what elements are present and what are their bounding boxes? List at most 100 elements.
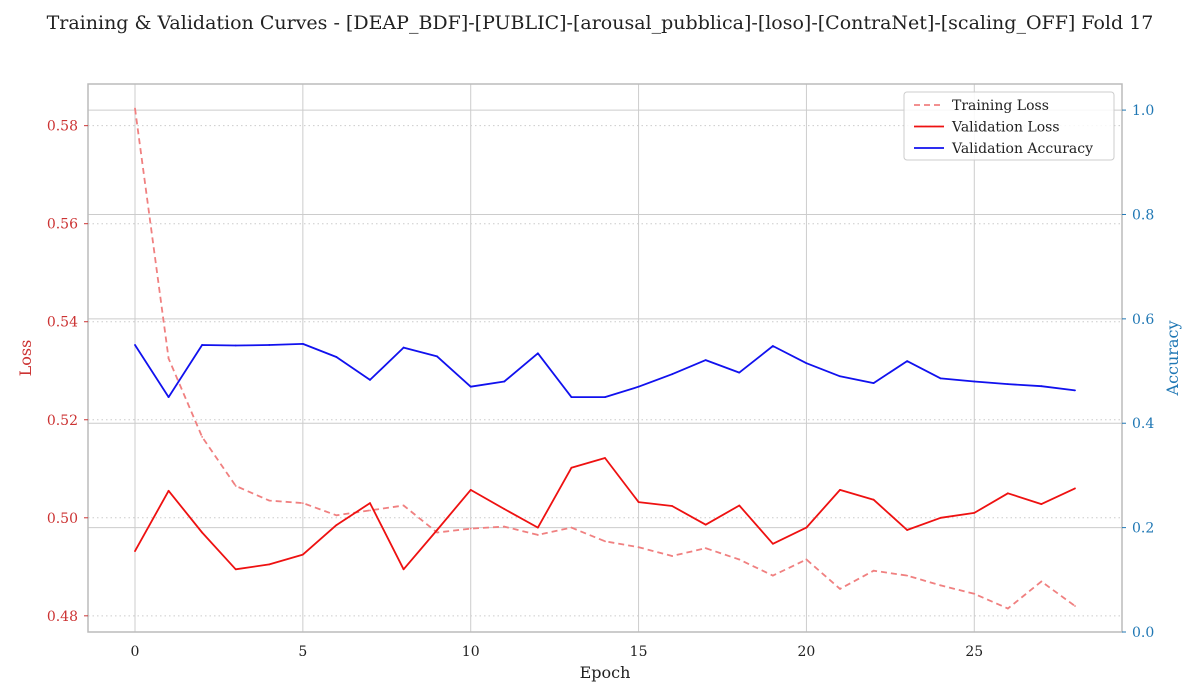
data-point	[335, 356, 338, 358]
data-point	[1040, 503, 1043, 505]
y-left-tick-label: 0.56	[47, 217, 78, 233]
y-left-tick-label: 0.48	[47, 609, 78, 625]
data-point	[839, 488, 841, 491]
x-tick-label: 25	[965, 644, 983, 660]
data-point	[201, 436, 204, 438]
legend-label: Training Loss	[952, 98, 1049, 114]
data-point	[301, 502, 304, 504]
data-point	[738, 504, 741, 507]
data-point	[771, 345, 774, 347]
data-point	[570, 526, 573, 529]
data-point	[771, 574, 774, 577]
data-point	[369, 509, 371, 512]
series-line-0	[134, 108, 1076, 610]
data-point	[704, 523, 707, 526]
data-point	[906, 360, 909, 363]
data-point	[536, 352, 539, 355]
series-lines	[134, 107, 1076, 610]
data-point	[604, 540, 606, 543]
data-point	[1040, 385, 1043, 388]
x-tick-label: 15	[630, 644, 648, 660]
data-point	[839, 375, 841, 378]
data-point	[939, 377, 942, 380]
data-point	[1006, 492, 1009, 495]
data-point	[1074, 487, 1076, 490]
data-point	[973, 511, 976, 514]
data-point	[671, 555, 674, 557]
series-line-1	[134, 457, 1076, 571]
data-point	[234, 485, 237, 487]
data-point	[503, 525, 506, 528]
data-point	[234, 568, 237, 571]
data-point	[604, 457, 606, 459]
y-right-tick-label: 1.0	[1132, 103, 1154, 119]
data-point	[637, 546, 640, 549]
y-right-tick-label: 0.0	[1132, 625, 1154, 641]
x-axis-label: Epoch	[580, 663, 631, 682]
data-point	[201, 344, 204, 346]
data-point	[805, 362, 808, 365]
data-point	[167, 396, 170, 399]
data-point	[234, 344, 237, 347]
data-point	[134, 344, 136, 346]
data-point	[469, 488, 472, 491]
y-right-tick-label: 0.4	[1132, 416, 1154, 432]
plot-frame	[87, 83, 1123, 633]
y-axis-right-label: Accuracy	[1163, 321, 1182, 397]
data-point	[604, 396, 606, 399]
data-point	[503, 380, 506, 383]
data-point	[872, 569, 875, 572]
y-right-tick-label: 0.8	[1132, 207, 1154, 223]
data-point	[704, 547, 707, 550]
data-point	[536, 534, 539, 536]
data-point	[1006, 383, 1009, 385]
legend-box	[903, 91, 1115, 161]
legend-label: Validation Accuracy	[951, 141, 1093, 157]
axis-ticks: 0 5 10 15 20 25 0.48 0.50 0.52 0.54 0.56 0.58 0.0 0.2…	[47, 103, 1155, 660]
x-tick-label: 20	[798, 644, 816, 660]
legend-label: Validation Loss	[951, 120, 1060, 136]
data-point	[1074, 605, 1076, 607]
data-point	[402, 568, 405, 571]
data-point	[973, 380, 976, 383]
data-point	[436, 529, 439, 531]
data-point	[503, 508, 506, 510]
data-point	[134, 550, 136, 553]
data-point	[369, 502, 371, 504]
data-point	[637, 385, 640, 388]
data-point	[872, 498, 875, 501]
data-point	[167, 357, 170, 360]
legend: Training Loss Validation Loss Validation A…	[903, 91, 1115, 161]
y-axis-left-label: Loss	[16, 340, 35, 377]
x-tick-label: 0	[131, 644, 140, 660]
data-point	[167, 489, 170, 492]
data-point	[973, 592, 976, 595]
data-point	[939, 516, 942, 519]
data-point	[906, 529, 909, 531]
data-point	[906, 574, 909, 577]
y-left-tick-label: 0.52	[47, 413, 78, 429]
y-left-tick-label: 0.58	[47, 119, 78, 135]
grid	[88, 84, 1122, 633]
data-point	[939, 584, 942, 587]
data-point	[1074, 389, 1076, 392]
data-point	[805, 526, 808, 529]
data-point	[872, 382, 875, 384]
data-point	[704, 359, 707, 361]
data-point	[201, 531, 204, 534]
data-point	[268, 344, 271, 346]
data-point	[268, 563, 271, 566]
data-point	[469, 527, 472, 530]
data-point	[570, 396, 573, 399]
data-point	[805, 558, 808, 561]
data-point	[402, 346, 405, 349]
data-point	[369, 379, 371, 381]
data-point	[671, 373, 674, 376]
data-point	[335, 514, 338, 517]
data-point	[671, 505, 674, 507]
data-point	[570, 466, 573, 469]
y-left-tick-label: 0.54	[47, 315, 78, 331]
y-left-tick-label: 0.50	[47, 511, 78, 527]
data-point	[402, 504, 405, 507]
